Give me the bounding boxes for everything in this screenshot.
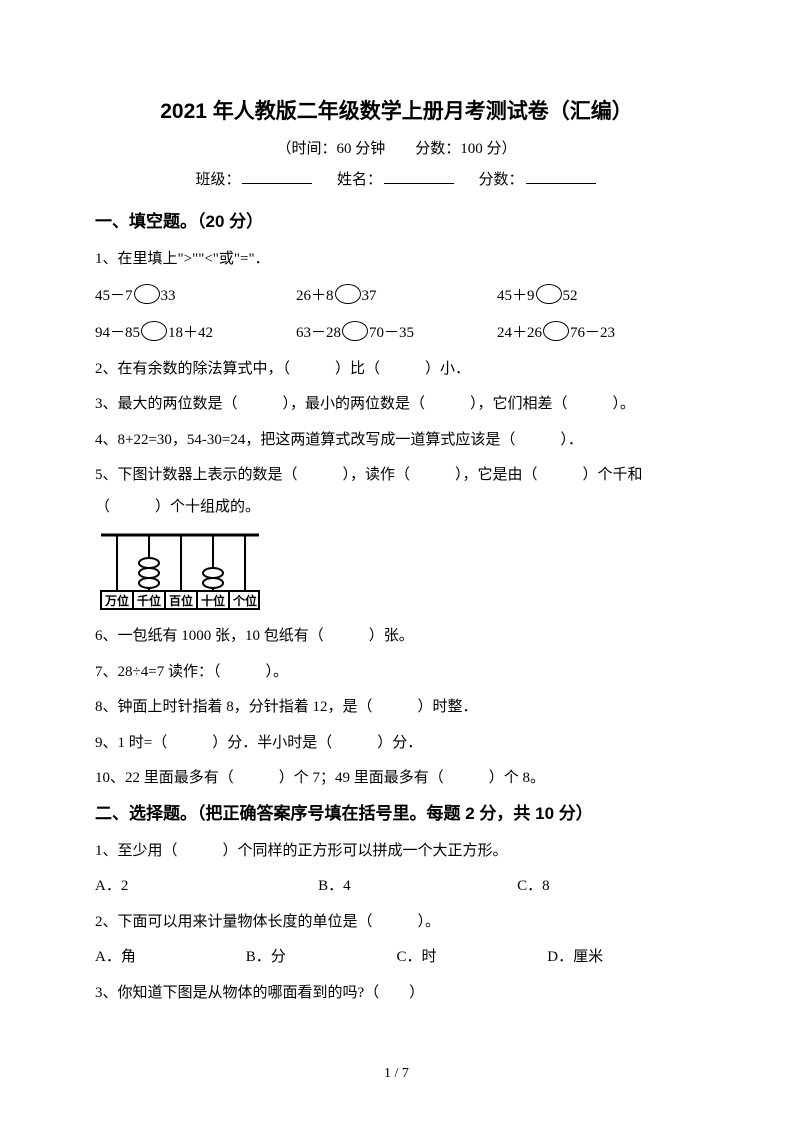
eq-left: 24＋26 — [497, 325, 542, 341]
eq-right: 33 — [161, 288, 176, 304]
eq-right: 70－35 — [369, 325, 414, 341]
choice-b: B．4 — [318, 871, 517, 903]
abacus-figure: 万位 千位 百位 十位 个位 — [95, 529, 698, 611]
eq-left: 26＋8 — [296, 288, 334, 304]
q1-row2: 94－85 18＋42 63－28 70－35 24＋26 76－23 — [95, 317, 698, 350]
exam-subtitle: （时间：60 分钟 分数：100 分） — [95, 137, 698, 158]
score-blank[interactable] — [526, 168, 596, 184]
abacus-label: 万位 — [104, 593, 129, 608]
eq-right: 76－23 — [570, 325, 615, 341]
choice-a: A．角 — [95, 942, 246, 974]
s2q3-stem: 3、你知道下图是从物体的哪面看到的吗?（ ） — [95, 978, 698, 1010]
q1-row1: 45－7 33 26＋8 37 45＋9 52 — [95, 280, 698, 313]
s2q2-choices: A．角 B．分 C．时 D．厘米 — [95, 942, 698, 974]
choice-d: D．厘米 — [547, 942, 698, 974]
eq-right: 52 — [563, 288, 578, 304]
q10: 10、22 里面最多有（ ）个 7；49 里面最多有（ ）个 8。 — [95, 763, 698, 795]
choice-c: C．8 — [517, 871, 698, 903]
class-label: 班级： — [195, 172, 240, 188]
q3: 3、最大的两位数是（ ），最小的两位数是（ ），它们相差（ ）。 — [95, 389, 698, 421]
s2q1-choices: A．2 B．4 C．8 — [95, 871, 698, 903]
abacus-label: 千位 — [137, 593, 161, 608]
page-number: 1 / 7 — [0, 1066, 793, 1082]
choice-a: A．2 — [95, 871, 318, 903]
q8: 8、钟面上时针指着 8，分针指着 12，是（ ）时整． — [95, 692, 698, 724]
name-blank[interactable] — [384, 168, 454, 184]
score-label: 分数： — [479, 172, 524, 188]
q1-stem: 1、在里填上">""<"或"="． — [95, 244, 698, 276]
section-2-header: 二、选择题。（把正确答案序号填在括号里。每题 2 分，共 10 分） — [95, 799, 698, 824]
name-label: 姓名： — [337, 172, 382, 188]
eq-cell: 45＋9 52 — [497, 280, 698, 313]
section-1-header: 一、填空题。（20 分） — [95, 207, 698, 232]
student-info-line: 班级： 姓名： 分数： — [95, 168, 698, 189]
q5: 5、下图计数器上表示的数是（ ），读作（ ），它是由（ ）个千和（ ）个十组成的… — [95, 460, 698, 523]
compare-circle[interactable] — [134, 284, 160, 304]
eq-left: 45＋9 — [497, 288, 535, 304]
eq-left: 63－28 — [296, 325, 341, 341]
q7: 7、28÷4=7 读作：（ ）。 — [95, 657, 698, 689]
compare-circle[interactable] — [536, 284, 562, 304]
compare-circle[interactable] — [141, 321, 167, 341]
choice-b: B．分 — [246, 942, 397, 974]
eq-cell: 26＋8 37 — [296, 280, 497, 313]
choice-c: C．时 — [397, 942, 548, 974]
q6: 6、一包纸有 1000 张，10 包纸有（ ）张。 — [95, 621, 698, 653]
s2q2-stem: 2、下面可以用来计量物体长度的单位是（ ）。 — [95, 907, 698, 939]
q4: 4、8+22=30，54-30=24，把这两道算式改写成一道算式应该是（ ）． — [95, 425, 698, 457]
eq-right: 37 — [362, 288, 377, 304]
q2: 2、在有余数的除法算式中，（ ）比（ ）小． — [95, 354, 698, 386]
eq-cell: 45－7 33 — [95, 280, 296, 313]
eq-cell: 94－85 18＋42 — [95, 317, 296, 350]
eq-right: 18＋42 — [168, 325, 213, 341]
compare-circle[interactable] — [342, 321, 368, 341]
compare-circle[interactable] — [335, 284, 361, 304]
abacus-label: 十位 — [201, 593, 225, 608]
exam-title: 2021 年人教版二年级数学上册月考测试卷（汇编） — [95, 95, 698, 125]
eq-left: 45－7 — [95, 288, 133, 304]
s2q1-stem: 1、至少用（ ）个同样的正方形可以拼成一个大正方形。 — [95, 836, 698, 868]
q9: 9、1 时=（ ）分．半小时是（ ）分． — [95, 728, 698, 760]
abacus-label: 百位 — [169, 593, 193, 608]
eq-cell: 24＋26 76－23 — [497, 317, 698, 350]
eq-left: 94－85 — [95, 325, 140, 341]
class-blank[interactable] — [242, 168, 312, 184]
eq-cell: 63－28 70－35 — [296, 317, 497, 350]
compare-circle[interactable] — [543, 321, 569, 341]
abacus-label: 个位 — [232, 593, 257, 608]
